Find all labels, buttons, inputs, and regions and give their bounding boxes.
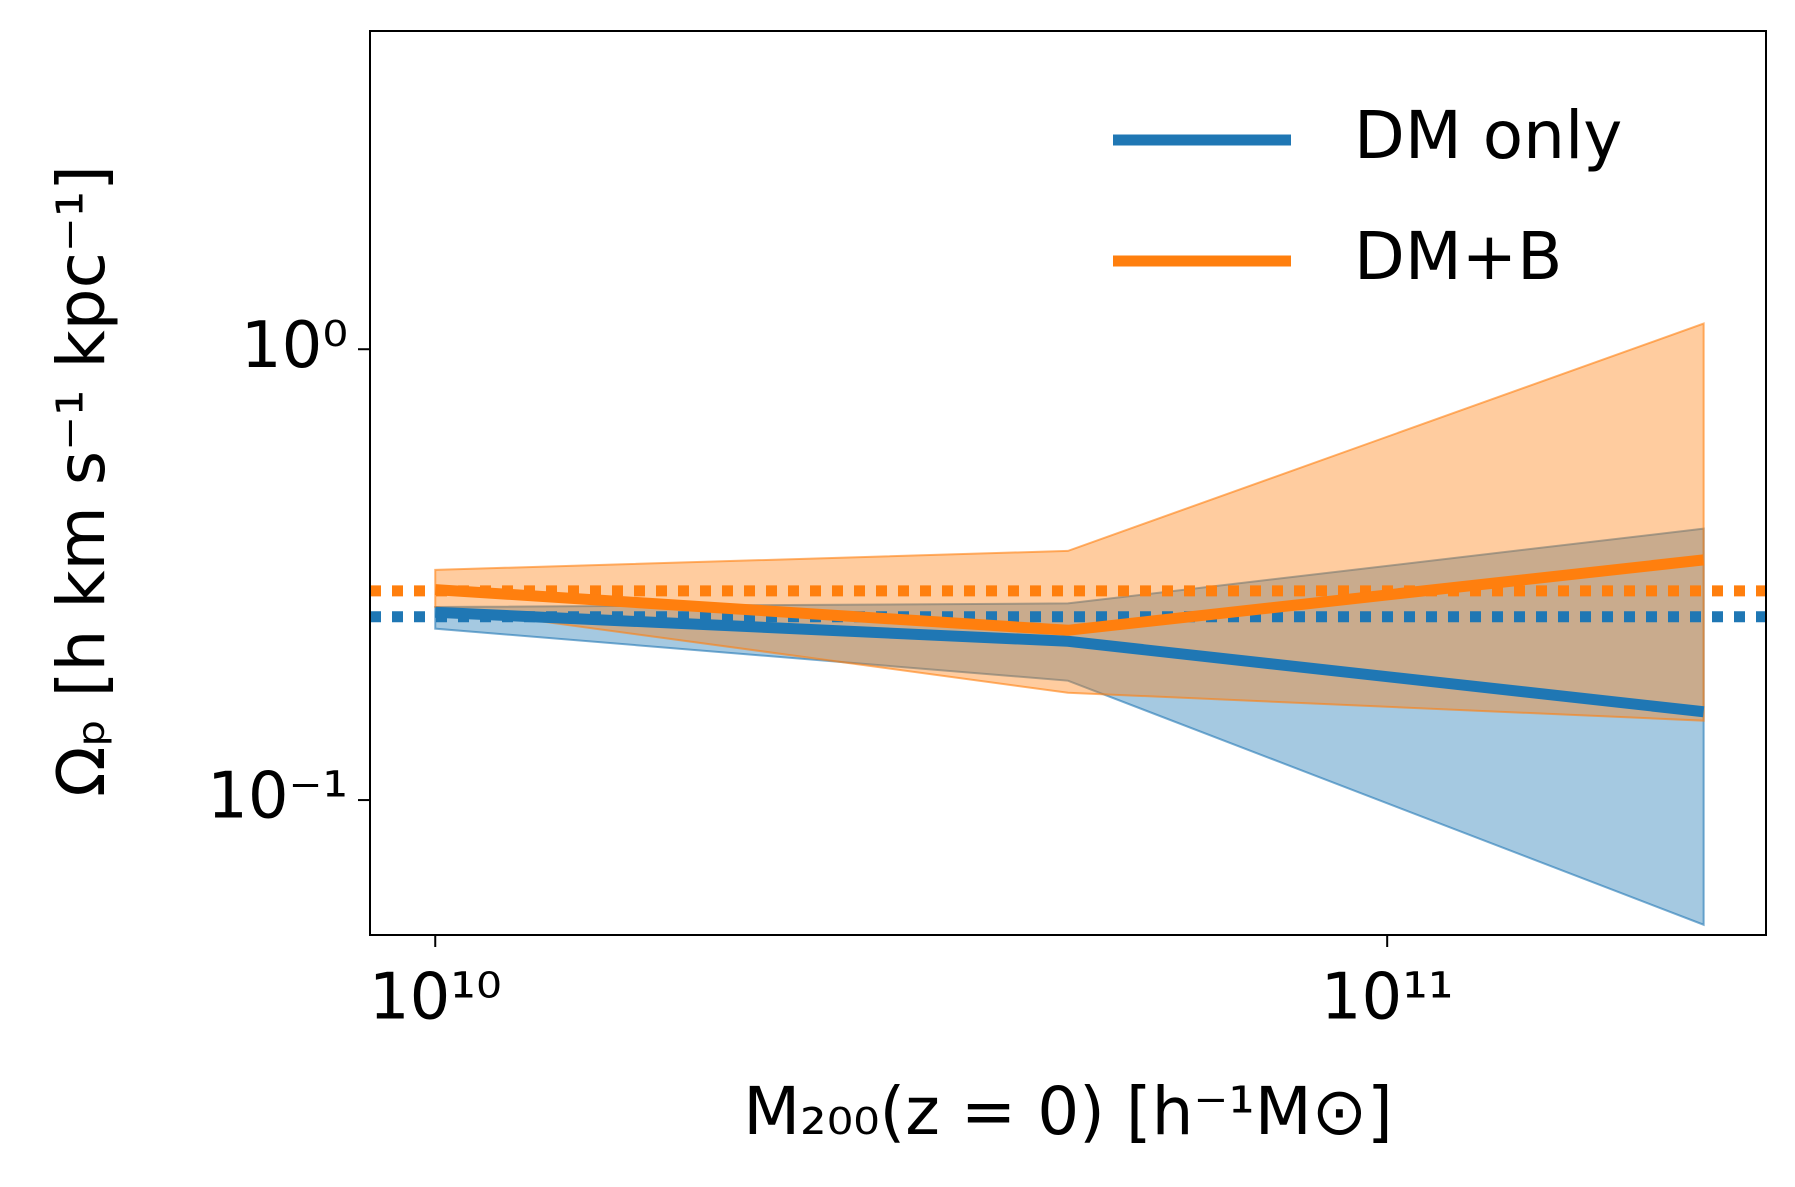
plot-area <box>370 322 1766 927</box>
y-tick-label: 10⁻¹ <box>207 760 348 834</box>
y-tick-label: 10⁰ <box>241 309 348 383</box>
legend-label: DM+B <box>1354 218 1562 295</box>
line <box>434 606 1705 718</box>
x-tick-label: 10¹⁰ <box>369 961 502 1035</box>
legend-label: DM only <box>1354 97 1622 174</box>
y-axis-label: Ωₚ [h km s⁻¹ kpc⁻¹] <box>43 165 120 797</box>
x-axis-label: M₂₀₀(z = 0) [h⁻¹M⊙] <box>743 1073 1393 1150</box>
line <box>434 554 1705 636</box>
plot-frame <box>369 30 1767 936</box>
error-band <box>434 322 1705 722</box>
x-tick-label: 10¹¹ <box>1321 961 1454 1035</box>
